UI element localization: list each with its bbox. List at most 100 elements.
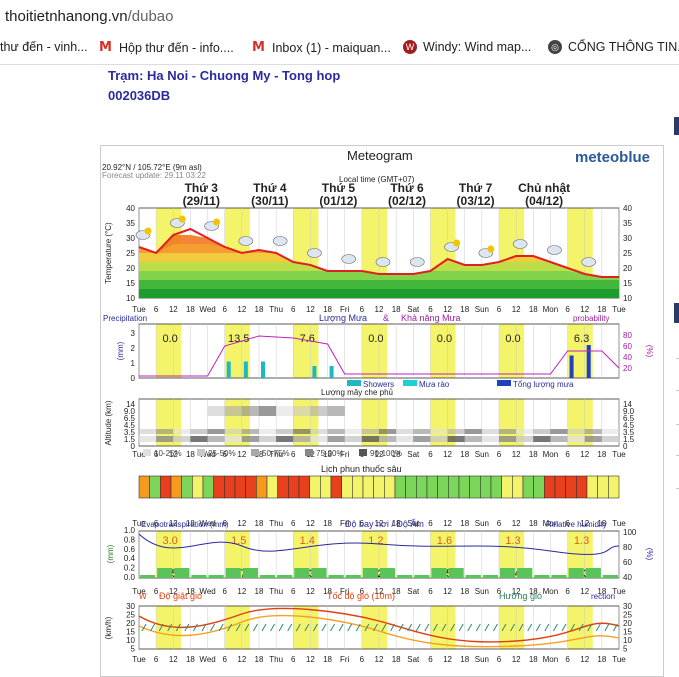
cloud-cell (173, 429, 191, 434)
humidity-line (138, 533, 620, 555)
humid-ylabel-left: (mm) (106, 544, 115, 563)
time-axis-label: 12 (237, 305, 246, 314)
humid-right-label: Relative humidity (546, 520, 607, 529)
evap-bar (534, 575, 550, 578)
wind-direction-arrow (450, 623, 456, 632)
precip-ylabel-right: (%) (645, 345, 654, 358)
time-axis-label: Sun (475, 519, 489, 528)
spray-slot (373, 475, 385, 499)
wind-direction-arrow (278, 623, 284, 632)
time-axis-label: 18 (460, 519, 469, 528)
temp-tick-right: 40 (623, 204, 632, 213)
spray-slot (149, 475, 161, 499)
wind-direction-arrow (604, 623, 610, 632)
time-axis-label: Sat (407, 450, 420, 459)
spray-slot (565, 475, 577, 499)
temp-tick-left: 20 (126, 264, 135, 273)
wind-direction-arrow (201, 623, 207, 632)
gmail-icon: M (99, 40, 112, 55)
time-axis-label: Wed (199, 305, 215, 314)
bookmark-item[interactable]: M Inbox (1) - maiquan... (251, 40, 391, 55)
wind-axis-label: (km/h) (104, 616, 113, 639)
evap-bar (311, 568, 327, 578)
cloud-cell (259, 436, 277, 442)
daytime-band (430, 606, 456, 649)
time-axis-label: 12 (580, 450, 589, 459)
time-axis-label: 18 (529, 655, 538, 664)
wind-tick-right: 30 (623, 602, 632, 611)
cloud-legend-label: 25-50% (208, 449, 236, 458)
wind-direction-arrow (432, 623, 438, 632)
time-axis-label: 18 (529, 305, 538, 314)
wind-direction-arrow (544, 623, 550, 632)
time-axis-label: Mon (543, 305, 559, 314)
wind-direction-arrow (561, 623, 567, 632)
url-host: thoitietnhanong.vn (5, 8, 128, 25)
time-axis-label: 12 (306, 519, 315, 528)
wind-direction-arrow (192, 623, 198, 632)
time-axis-label: 6 (222, 655, 227, 664)
time-axis-label: 18 (597, 587, 606, 596)
evap-bar (345, 575, 361, 578)
spray-slot (533, 475, 545, 499)
cloud-cell (207, 429, 225, 434)
time-axis-label: 18 (392, 655, 401, 664)
evap-bar (414, 575, 430, 578)
bookmark-item[interactable]: thư đến - vinh... (0, 40, 88, 54)
spray-slot (202, 475, 214, 499)
cloud-cell (499, 436, 517, 442)
time-axis-label: 12 (512, 450, 521, 459)
wind-direction-arrow (287, 623, 293, 632)
precip-bar (569, 355, 574, 378)
time-axis-label: Tue (612, 655, 626, 664)
temp-tick-right: 35 (623, 219, 632, 228)
cloud-cell (139, 436, 157, 442)
cloud-tick-left: 9.0 (124, 407, 136, 416)
time-axis-label: 12 (512, 519, 521, 528)
time-axis-label: Wed (199, 519, 215, 528)
precip-day-total: 13.5 (228, 333, 249, 345)
temp-tick-right: 10 (623, 294, 632, 303)
cloud-title: Lượng mây che phủ (321, 388, 393, 397)
time-axis-label: Fri (340, 305, 350, 314)
wind-direction-arrow (235, 623, 241, 632)
evap-bar (500, 568, 516, 578)
spray-slot (608, 475, 620, 499)
evap-bar (208, 575, 224, 578)
time-axis-label: 6 (154, 305, 159, 314)
time-axis-label: 6 (428, 587, 433, 596)
wind-tick-left: 5 (131, 645, 136, 654)
spray-slot (320, 475, 332, 499)
cloud-tick-left: 14 (126, 400, 135, 409)
cloud-cell (550, 436, 568, 442)
time-axis-label: 12 (580, 519, 589, 528)
time-axis-label: 6 (565, 450, 570, 459)
evap-bar (397, 575, 413, 578)
cloud-tick-left: 6.5 (124, 414, 136, 423)
cloud-tick-left: 3.5 (124, 428, 136, 437)
url-text[interactable]: thoitietnhanong.vn/dubao (5, 8, 174, 25)
daytime-band (499, 606, 525, 649)
time-axis-label: 6 (291, 655, 296, 664)
time-axis-label: 6 (154, 655, 159, 664)
temp-tick-left: 25 (126, 249, 135, 258)
bookmark-item[interactable]: ◎ CỔNG THÔNG TIN... (548, 40, 679, 54)
time-axis-label: 6 (222, 305, 227, 314)
wind-direction-arrow (261, 623, 267, 632)
precip-title-a: Lượng Mưa (319, 313, 367, 323)
bookmark-item[interactable]: M Hộp thư đến - info.... (98, 40, 234, 55)
evap-bar (242, 568, 258, 578)
cloud-icon (375, 257, 391, 267)
evap-total: 1.4 (300, 535, 315, 547)
spray-slot (405, 475, 417, 499)
temp-tick-left: 35 (126, 219, 135, 228)
daytime-band (293, 606, 319, 649)
cloud-tick-right: 14 (623, 400, 632, 409)
meteogram-image: Meteogram meteoblue 20.92°N / 105.72°E (… (100, 145, 664, 677)
cloud-cell (207, 406, 225, 416)
time-axis-label: Thu (269, 450, 283, 459)
time-axis-label: 6 (291, 519, 296, 528)
time-axis-label: 18 (597, 655, 606, 664)
address-bar[interactable]: thoitietnhanong.vn/dubao (0, 0, 679, 34)
bookmark-item[interactable]: W Windy: Wind map... (403, 40, 531, 54)
